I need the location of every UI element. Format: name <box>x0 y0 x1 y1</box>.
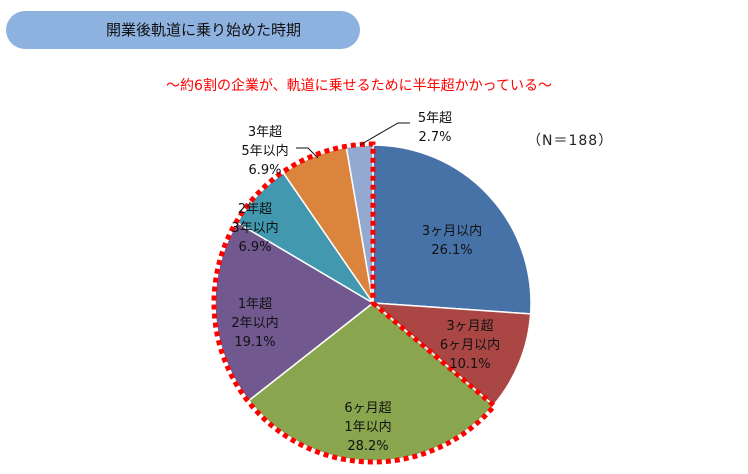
slice-label: 3ヶ月以内 26.1% <box>422 223 482 258</box>
highlight-outline <box>211 141 498 465</box>
slice-label: 5年超 2.7% <box>418 111 452 145</box>
slice-label: 1年超 2年以内 19.1% <box>231 297 278 350</box>
leader-line <box>296 147 319 159</box>
slice-label: 6ヶ月超 1年以内 28.2% <box>344 401 391 454</box>
chart-subtitle: ～約6割の企業が、軌道に乗せるために半年超かかっている～ <box>0 75 748 95</box>
slice-label: 2年超 3年以内 6.9% <box>231 202 278 255</box>
slice-label: 3ヶ月超 6ヶ月以内 10.1% <box>440 319 500 372</box>
header-banner: 開業後軌道に乗り始めた時期 <box>6 11 360 49</box>
slice-label: 3年超 5年以内 6.9% <box>241 125 288 178</box>
header-title: 開業後軌道に乗り始めた時期 <box>106 21 302 39</box>
pie-slice <box>372 144 532 315</box>
leader-line <box>359 122 410 146</box>
subtitle-text: ～約6割の企業が、軌道に乗せるために半年超かかっている～ <box>166 78 552 94</box>
pie-slice <box>370 302 532 407</box>
sample-size: （N＝188） <box>527 133 614 149</box>
